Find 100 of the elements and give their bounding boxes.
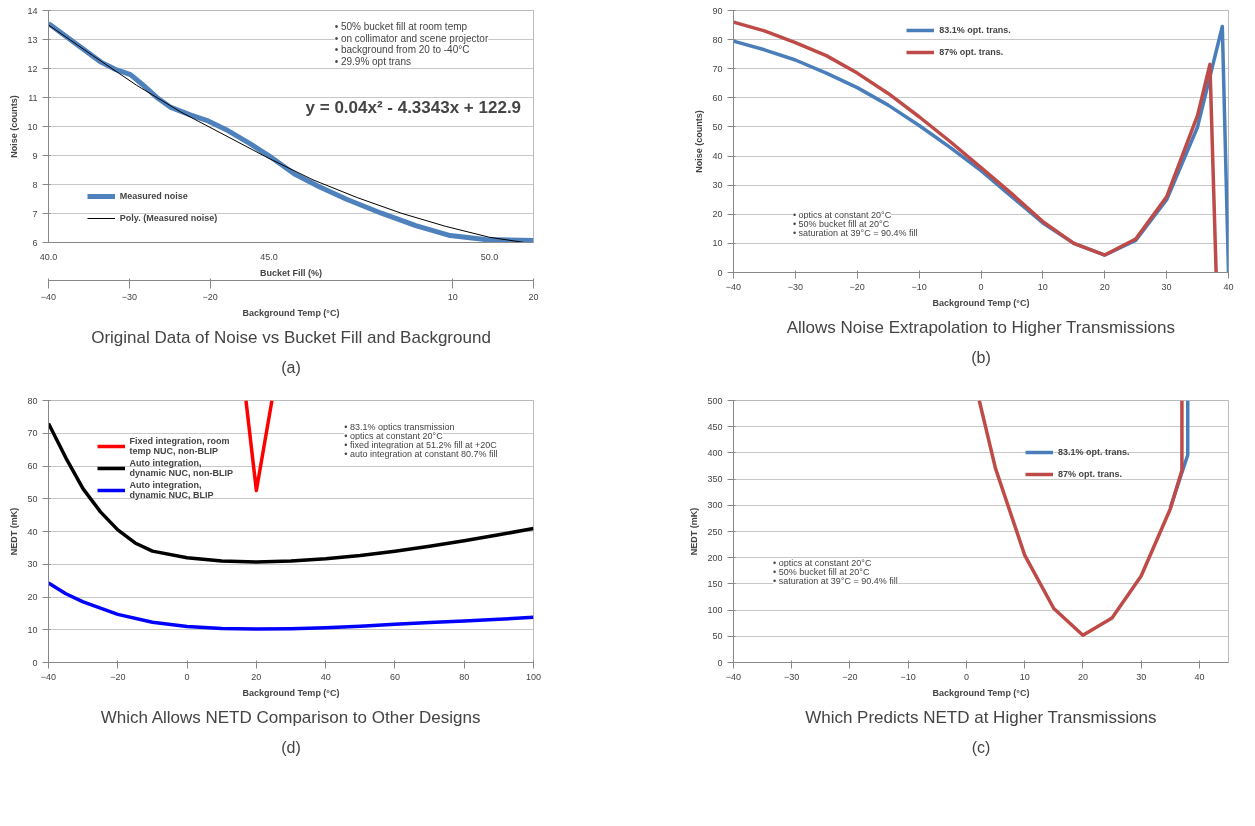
x-tick-label: 0 <box>184 671 190 682</box>
x-tick-label: 0 <box>963 671 969 682</box>
annotation: • optics at constant 20°C <box>773 557 872 568</box>
y-tick-label: 10 <box>27 624 38 635</box>
y-tick-label: 30 <box>27 559 38 570</box>
text: (b) <box>971 348 991 366</box>
x-tick-label: 45.0 <box>260 251 278 262</box>
y-tick-label: 300 <box>707 500 723 511</box>
y-tick-label: 0 <box>32 657 38 668</box>
x2-tick-label: 10 <box>447 291 458 302</box>
y-tick-label: 350 <box>707 474 723 485</box>
text: Which Predicts NETD at Higher Transmissions <box>805 707 1157 727</box>
text: Which Allows NETD Comparison to Other Designs <box>100 707 481 727</box>
line-series <box>48 421 534 564</box>
y-tick-label: 10 <box>27 121 38 132</box>
y-tick-label: 12 <box>27 63 38 74</box>
x-tick-label: 40 <box>320 671 331 682</box>
x-tick-label: −20 <box>110 671 126 682</box>
y-tick-label: 50 <box>712 121 723 132</box>
text: Allows Noise Extrapolation to Higher Transmissions <box>786 317 1176 337</box>
x-tick-label: 50.0 <box>480 251 499 262</box>
x-tick-label: −20 <box>842 671 858 682</box>
annotation: • optics at constant 20°C <box>792 209 892 220</box>
y-tick-label: 13 <box>27 34 38 45</box>
annotation: • 83.1% optics transmission <box>344 421 455 432</box>
x-axis-title: Background Temp (°C) <box>932 687 1030 698</box>
annotation: • 50% bucket fill at room temp <box>334 21 468 33</box>
legend-label: Fixed integration, room temp NUC, non-BLIP <box>129 435 230 456</box>
y-tick-label: 40 <box>712 151 723 162</box>
y-tick-label: 60 <box>27 461 38 471</box>
x-tick-label: −40 <box>40 671 57 682</box>
x2-tick-label: −20 <box>202 291 218 302</box>
annotation: • auto integration at constant 80.7% fill <box>344 449 498 460</box>
y-tick-label: 60 <box>712 92 723 103</box>
text: Original Data of Noise vs Bucket Fill and Background <box>91 327 491 347</box>
x-axis-title: Background Temp (°C) <box>932 297 1030 308</box>
y-tick-label: 11 <box>28 92 38 103</box>
legend-label: 87% opt. trans. <box>939 46 1004 59</box>
annotation: • saturation at 39°C = 90.4% fill <box>792 228 918 239</box>
x-tick-label: 10 <box>1037 281 1048 292</box>
line-series <box>977 400 1184 637</box>
x2-tick-label: 20 <box>528 291 539 302</box>
x2-tick-label: −40 <box>40 291 57 302</box>
y-axis-title: Noise (counts) <box>9 95 20 158</box>
x-tick-label: 20 <box>1077 671 1088 682</box>
annotation: • optics at constant 20°C <box>344 430 444 441</box>
y-tick-label: 100 <box>707 605 723 616</box>
x-tick-label: 10 <box>1019 671 1030 682</box>
x-tick-label: −10 <box>911 281 927 292</box>
x-axis-title: Bucket Fill (%) <box>260 267 323 278</box>
x-tick-label: 0 <box>978 281 984 292</box>
x-tick-label: −30 <box>784 671 800 682</box>
annotation: • fixed integration at 51.2% fill at +20C <box>344 440 498 451</box>
y-tick-label: 450 <box>707 421 723 432</box>
annotation: • saturation at 39°C = 90.4% fill <box>773 576 898 587</box>
x-tick-label: 80 <box>459 671 470 682</box>
x2-axis-title: Background Temp (°C) <box>242 307 340 318</box>
y-axis-title: NEDT (mK) <box>9 507 20 556</box>
y-tick-label: 14 <box>27 5 38 16</box>
y-tick-label: 400 <box>707 447 723 458</box>
x-tick-label: 40 <box>1223 281 1234 292</box>
y-tick-label: 0 <box>717 267 723 278</box>
y-tick-label: 0 <box>717 657 723 668</box>
text: (d) <box>281 738 301 756</box>
y-tick-label: 500 <box>707 395 723 406</box>
legend-label: Auto integration, dynamic NUC, BLIP <box>129 479 214 500</box>
annotation: • on collimator and scene projector <box>334 32 489 44</box>
legend-label: Auto integration, dynamic NUC, non-BLIP <box>129 457 234 478</box>
annotation: y = 0.04x² - 4.3343x + 122.9 <box>305 98 522 118</box>
x-tick-label: 100 <box>525 671 542 682</box>
y-tick-label: 80 <box>712 34 723 45</box>
annotation: • 50% bucket fill at 20°C <box>773 567 870 578</box>
annotation: • background from 20 to -40°C <box>334 44 470 56</box>
x2-tick-label: −30 <box>121 291 137 302</box>
x-tick-label: 20 <box>1099 281 1110 292</box>
y-tick-label: 20 <box>27 592 38 602</box>
y-tick-label: 8 <box>32 179 38 190</box>
y-tick-label: 80 <box>27 395 38 406</box>
y-tick-label: 150 <box>707 578 723 589</box>
y-tick-label: 10 <box>712 238 723 249</box>
x-axis-title: Background Temp (°C) <box>242 687 340 698</box>
text: (c) <box>971 738 991 756</box>
legend-label: Measured noise <box>119 190 188 203</box>
legend-label: 83.1% opt. trans. <box>939 24 1011 37</box>
y-tick-label: 7 <box>32 208 38 219</box>
y-tick-label: 50 <box>27 493 38 504</box>
x-tick-label: 60 <box>389 671 400 682</box>
y-tick-label: 250 <box>707 526 723 537</box>
y-tick-label: 9 <box>32 150 38 161</box>
y-tick-label: 6 <box>32 237 38 248</box>
y-axis-title: NEDT (mK) <box>689 507 700 556</box>
legend-label: 83.1% opt. trans. <box>1058 445 1130 458</box>
y-tick-label: 50 <box>712 631 723 642</box>
y-tick-label: 40 <box>27 526 38 537</box>
x-tick-label: 20 <box>251 671 262 682</box>
y-tick-label: 70 <box>712 63 723 74</box>
y-tick-label: 200 <box>707 552 723 563</box>
annotation: • 29.9% opt trans <box>334 56 411 68</box>
line-series <box>48 581 534 631</box>
legend-label: Poly. (Measured noise) <box>119 212 218 225</box>
